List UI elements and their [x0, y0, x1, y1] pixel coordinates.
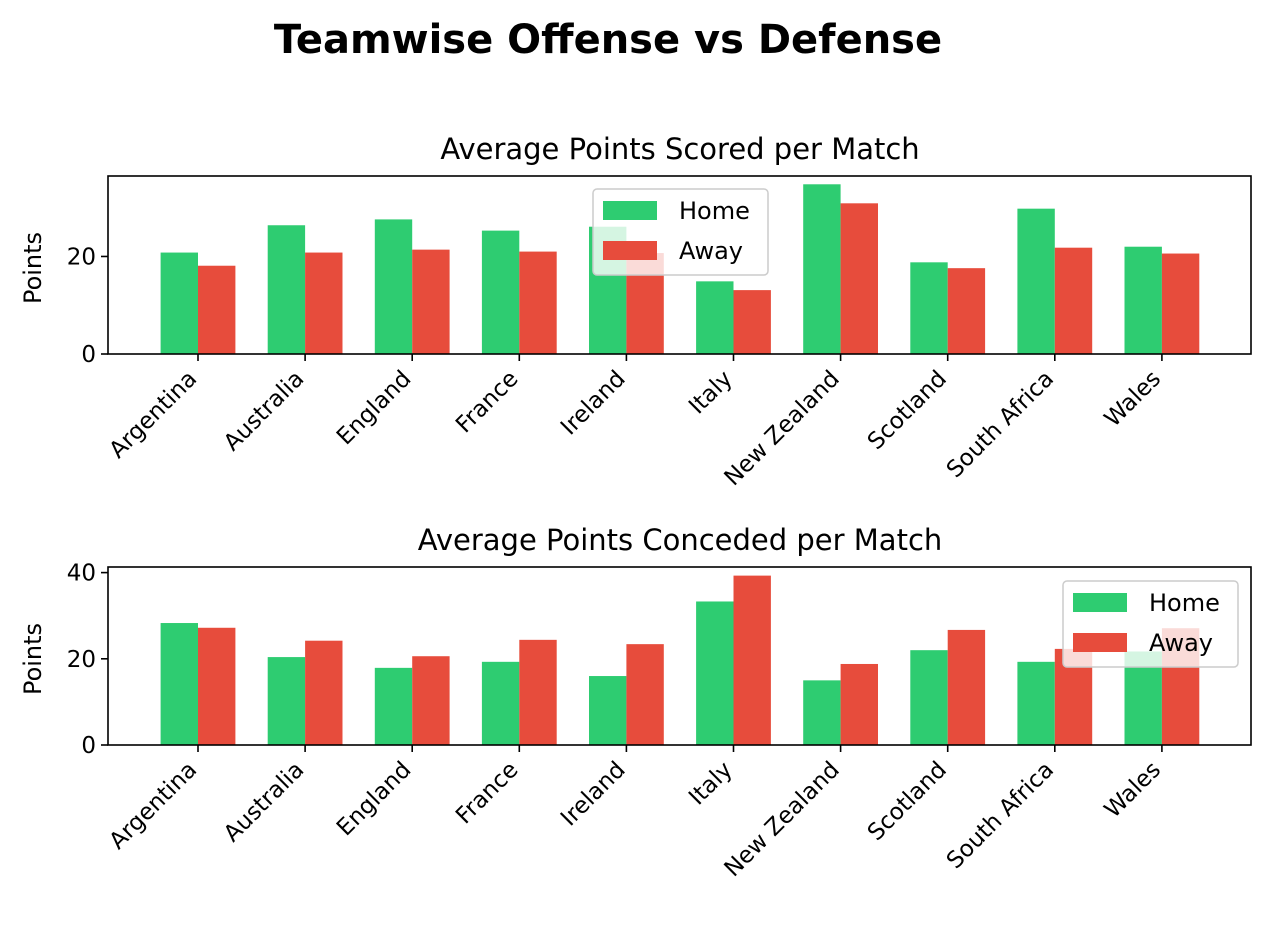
x-tick-label: Scotland: [863, 366, 952, 455]
bottom-chart-title: Average Points Conceded per Match: [418, 523, 943, 557]
bar-home-new-zealand: [803, 680, 841, 745]
bar-away-scotland: [947, 629, 986, 745]
bar-home-scotland: [910, 262, 948, 354]
bar-away-england: [412, 249, 450, 354]
legend-label-away: Away: [679, 237, 743, 265]
x-tick-label: South Africa: [942, 757, 1059, 874]
bar-home-argentina: [160, 623, 198, 745]
bar-away-wales: [1161, 253, 1200, 354]
bottom-chart: Average Points Conceded per Match Points…: [19, 523, 1252, 882]
legend-label-home: Home: [1149, 589, 1220, 617]
y-tick-label: 20: [67, 244, 96, 270]
legend-swatch-home: [1073, 593, 1127, 612]
x-tick-label: Wales: [1100, 757, 1166, 823]
bar-home-south-africa: [1017, 208, 1055, 354]
x-tick-label: France: [451, 757, 523, 829]
x-tick-label: South Africa: [942, 366, 1059, 483]
x-tick-label: New Zealand: [720, 757, 845, 882]
bar-home-england: [374, 667, 413, 745]
x-tick-label: Argentina: [105, 757, 203, 855]
top-chart-plot-area: 0 20 Argentina Australia England France Irelan…: [67, 175, 1252, 491]
legend-swatch-home: [603, 201, 657, 220]
x-tick-label: Wales: [1100, 366, 1166, 432]
bar-home-england: [374, 219, 413, 354]
bar-away-australia: [305, 640, 343, 745]
bottom-chart-ylabel: Points: [19, 623, 47, 695]
legend-label-away: Away: [1149, 629, 1213, 657]
axes-frame: [107, 566, 1252, 746]
y-tick-label: 20: [67, 647, 96, 673]
bar-home-wales: [1124, 246, 1162, 354]
bar-home-australia: [267, 657, 306, 745]
bar-home-new-zealand: [803, 184, 841, 354]
x-tick-label: Ireland: [556, 757, 631, 832]
bar-away-australia: [305, 252, 343, 354]
bar-home-australia: [267, 225, 306, 354]
figure-title: Teamwise Offense vs Defense: [274, 17, 942, 63]
x-tick-label: Australia: [219, 366, 309, 456]
top-chart: Average Points Scored per Match Points 0…: [19, 132, 1252, 491]
bottom-chart-plot-area: 0 20 40 Argentina Australia England France Irel…: [67, 561, 1252, 882]
bar-away-new-zealand: [840, 203, 878, 354]
bar-home-italy: [696, 281, 734, 354]
y-tick-label: 0: [81, 733, 96, 759]
bar-away-france: [519, 251, 557, 354]
bar-away-england: [412, 656, 450, 745]
x-tick-label: New Zealand: [720, 366, 845, 491]
x-tick-label: Ireland: [556, 366, 631, 441]
legend-label-home: Home: [679, 197, 750, 225]
bar-away-italy: [733, 575, 771, 745]
bar-away-argentina: [198, 265, 236, 354]
top-chart-title: Average Points Scored per Match: [440, 132, 919, 166]
bar-away-argentina: [198, 627, 236, 745]
bar-away-scotland: [947, 268, 986, 354]
axes-frame: [107, 175, 1252, 355]
bar-home-ireland: [589, 676, 627, 745]
bar-away-south-africa: [1054, 247, 1093, 354]
bar-away-france: [519, 639, 557, 745]
bar-away-italy: [733, 290, 771, 354]
bar-home-france: [481, 661, 520, 745]
y-tick-label: 0: [81, 342, 96, 368]
top-chart-ylabel: Points: [19, 232, 47, 304]
bar-away-ireland: [626, 644, 664, 745]
x-tick-label: France: [451, 366, 523, 438]
x-tick-label: Italy: [684, 757, 738, 811]
x-tick-label: Scotland: [863, 757, 952, 846]
bar-home-italy: [696, 601, 734, 745]
legend-swatch-away: [603, 241, 657, 260]
x-tick-label: Australia: [219, 757, 309, 847]
x-tick-label: Italy: [684, 366, 738, 420]
bar-home-scotland: [910, 650, 948, 745]
x-tick-label: Argentina: [105, 366, 203, 464]
bar-home-argentina: [160, 252, 198, 354]
y-tick-label: 40: [67, 561, 96, 587]
legend-swatch-away: [1073, 633, 1127, 652]
bar-home-south-africa: [1017, 661, 1055, 745]
bar-away-new-zealand: [840, 663, 878, 745]
bar-home-france: [481, 230, 520, 354]
x-tick-label: England: [332, 757, 416, 841]
x-tick-label: England: [332, 366, 416, 450]
